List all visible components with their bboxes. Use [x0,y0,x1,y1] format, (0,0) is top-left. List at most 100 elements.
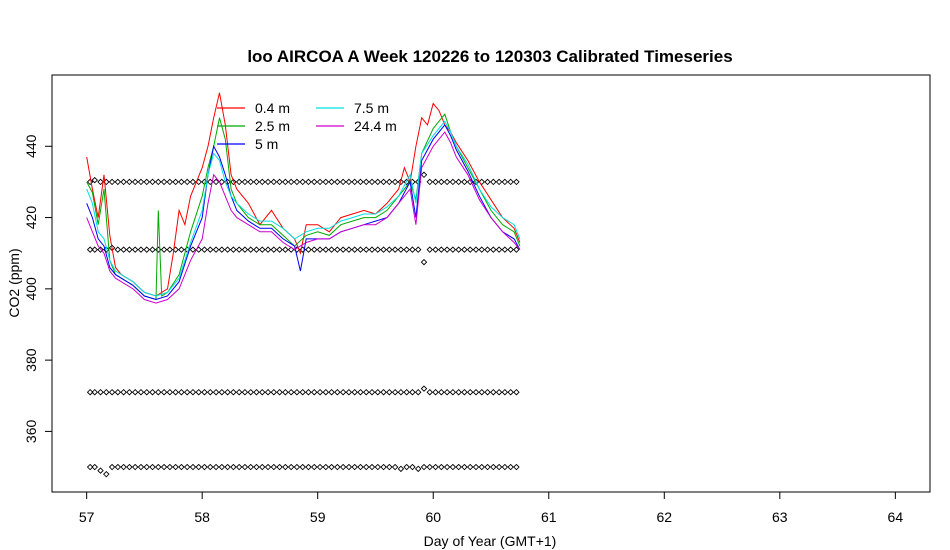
calibration-point [490,388,497,396]
calibration-point [426,246,434,253]
calibration-point [230,463,237,471]
calibration-point [270,246,278,253]
calibration-point [178,178,185,186]
calibration-point [414,388,422,396]
calibration-point [328,246,335,253]
calibration-point [218,463,226,471]
calibration-point [270,463,278,471]
calibration-point [299,178,306,186]
calibration-point [264,388,272,396]
calibration-point [409,463,416,471]
calibration-point [322,246,330,253]
calibration-point [374,246,382,253]
series-line-3 [86,120,521,297]
calibration-point [466,463,474,471]
calibration-point [420,171,428,179]
calibration-point [97,246,104,253]
calibration-point [397,178,405,186]
calibration-point [351,178,358,186]
calibration-point [484,463,491,471]
calibration-point [189,388,197,396]
calibration-point [495,178,503,186]
calibration-point [507,388,514,396]
calibration-point [114,388,122,396]
calibration-point [212,246,220,253]
calibration-point [334,463,341,471]
calibration-point [478,178,485,186]
calibration-point [247,463,254,471]
calibration-point [137,246,145,253]
x-tick-label-3: 60 [425,509,441,525]
calibration-point [339,178,347,186]
calibration-point [513,388,520,396]
calibration-point [155,178,162,186]
calibration-point [120,463,127,471]
calibration-point [386,463,393,471]
calibration-point [397,246,405,253]
calibration-point [397,465,405,473]
calibration-point [259,463,266,471]
calibration-point [137,463,145,471]
calibration-point [449,388,457,396]
calibration-point [368,388,376,396]
calibration-point [316,388,324,396]
calibration-point [501,246,509,253]
calibration-point [501,178,509,186]
calibration-point [386,178,393,186]
calibration-point [114,246,122,253]
calibration-point [172,388,179,396]
calibration-point [259,178,266,186]
calibration-point [253,246,260,253]
calibration-point [339,388,347,396]
calibration-point [207,463,214,471]
calibration-point [507,463,514,471]
calibration-point [131,178,139,186]
calibration-point [189,463,197,471]
calibration-point [253,178,260,186]
calibration-point [420,258,428,266]
calibration-point [391,388,399,396]
calibration-point [328,178,335,186]
calibration-point [247,178,254,186]
calibration-point [368,178,376,186]
calibration-point [438,463,445,471]
calibration-point [149,463,156,471]
series-line-4 [86,131,521,304]
calibration-point [368,246,376,253]
calibration-point [120,246,127,253]
calibration-point [322,463,330,471]
calibration-point [91,246,98,253]
calibration-point [86,388,94,396]
calibration-point [380,178,387,186]
calibration-point [224,246,231,253]
calibration-point [241,246,249,253]
calibration-point [495,246,503,253]
calibration-point [438,388,445,396]
calibration-point [420,385,428,392]
calibration-point [166,246,174,253]
x-tick-label-1: 58 [194,509,210,525]
calibration-point [282,388,289,396]
calibration-point [472,246,480,253]
calibration-point [305,388,312,396]
calibration-point [432,246,439,253]
calibration-point [403,246,410,253]
legend-label-4: 24.4 m [354,118,397,134]
calibration-point [513,463,520,471]
legend: 0.4 m 2.5 m 5 m 7.5 m 24.4 m [217,100,397,152]
calibration-point [166,463,174,471]
calibration-point [322,178,330,186]
calibration-point [108,388,116,396]
calibration-point [235,246,243,253]
legend-label-2: 5 m [255,136,278,152]
calibration-point [397,388,405,396]
calibration-point [160,463,168,471]
calibration-point [207,388,214,396]
calibration-point [160,178,168,186]
calibration-point [374,178,382,186]
calibration-point [137,388,145,396]
calibration-point [426,463,434,471]
calibration-point [160,388,168,396]
calibration-point [230,388,237,396]
